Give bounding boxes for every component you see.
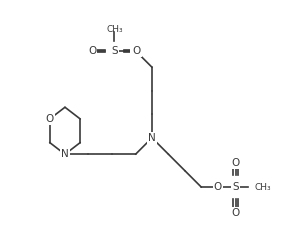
Text: O: O bbox=[88, 46, 96, 56]
Text: CH₃: CH₃ bbox=[106, 25, 123, 34]
Text: O: O bbox=[231, 158, 240, 168]
Text: S: S bbox=[111, 46, 118, 56]
Text: O: O bbox=[131, 46, 140, 56]
Text: O: O bbox=[133, 46, 141, 56]
Text: O: O bbox=[214, 182, 222, 192]
Text: N: N bbox=[148, 133, 156, 143]
Text: CH₃: CH₃ bbox=[254, 183, 271, 192]
Text: O: O bbox=[46, 114, 54, 124]
Text: S: S bbox=[232, 182, 239, 192]
Text: N: N bbox=[61, 149, 69, 159]
Text: O: O bbox=[231, 208, 240, 218]
